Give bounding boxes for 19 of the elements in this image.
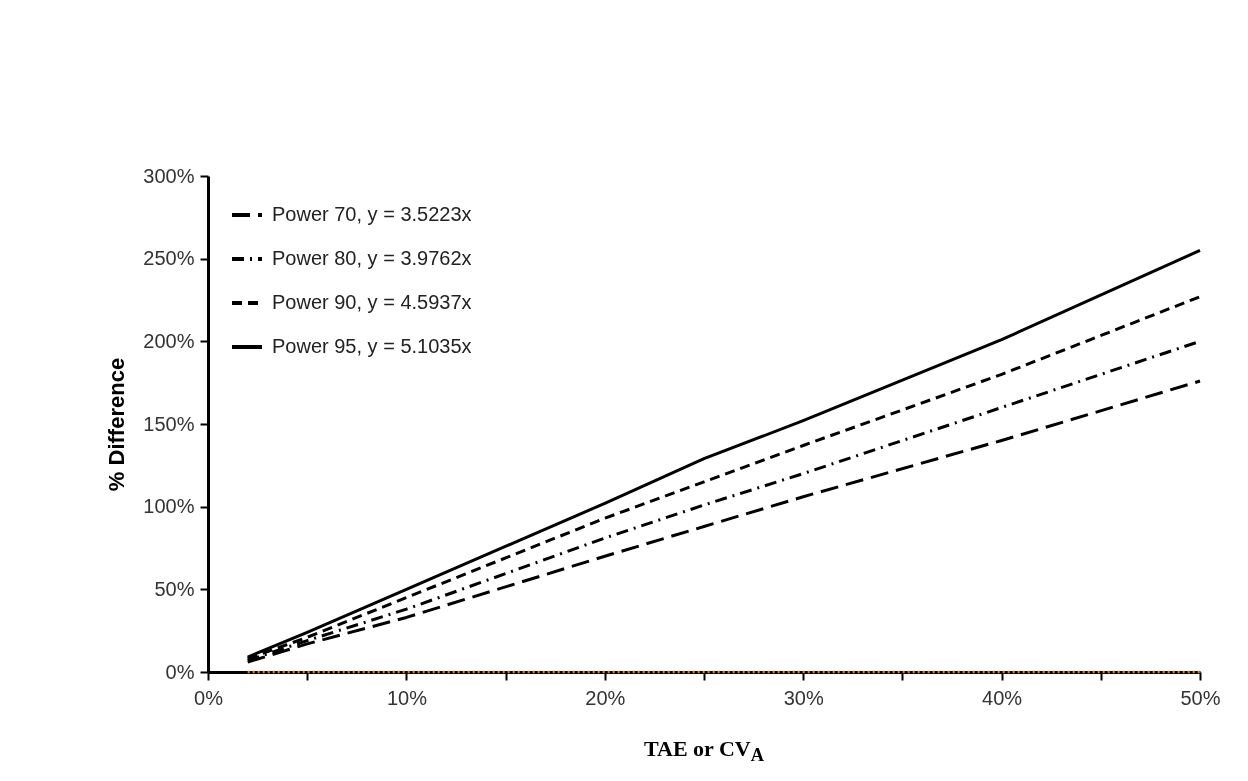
x-tick-label: 20% bbox=[585, 686, 626, 709]
y-tick-label: 250% bbox=[143, 247, 195, 270]
y-tick-label: 150% bbox=[143, 412, 195, 435]
x-tick-label: 50% bbox=[1180, 686, 1221, 709]
y-axis-title: % Difference bbox=[104, 357, 130, 492]
legend-label: Power 90, y = 4.5937x bbox=[272, 291, 472, 313]
y-tick-label: 200% bbox=[143, 329, 195, 352]
legend-label: Power 95, y = 5.1035x bbox=[272, 335, 472, 357]
x-tick-label: 10% bbox=[386, 686, 428, 709]
x-tick-label: 0% bbox=[194, 686, 224, 709]
y-tick-label: 50% bbox=[154, 577, 195, 600]
y-tick-label: 100% bbox=[143, 495, 195, 518]
legend-label: Power 70, y = 3.5223x bbox=[272, 203, 472, 225]
x-tick-label: 40% bbox=[982, 686, 1023, 709]
y-tick-label: 300% bbox=[143, 164, 195, 187]
legend-label: Power 80, y = 3.9762x bbox=[272, 247, 472, 269]
y-tick-label: 0% bbox=[165, 660, 195, 683]
x-tick-label: 30% bbox=[783, 686, 824, 709]
x-axis-title: TAE or CV$_{A}$ bbox=[643, 736, 765, 767]
